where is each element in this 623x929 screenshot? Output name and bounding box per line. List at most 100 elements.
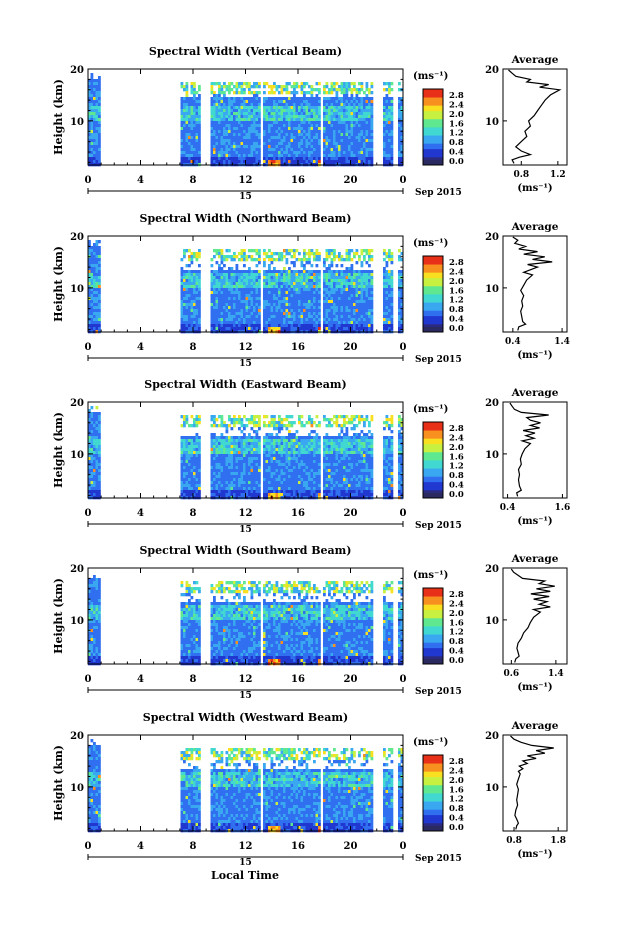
- heatmap-cell: [358, 303, 361, 307]
- heatmap-cell: [283, 109, 286, 113]
- heatmap-cell: [265, 100, 269, 104]
- heatmap-cell: [365, 288, 369, 292]
- heatmap-cell: [370, 130, 374, 134]
- heatmap-cell: [255, 97, 259, 101]
- heatmap-cell: [335, 279, 339, 283]
- heatmap-cell: [225, 276, 229, 280]
- heatmap-cell: [345, 103, 349, 107]
- heatmap-cell: [315, 321, 319, 325]
- heatmap-cell: [198, 445, 201, 449]
- heatmap-cell: [280, 151, 284, 155]
- heatmap-cell: [303, 91, 306, 95]
- heatmap-cell: [95, 436, 99, 440]
- heatmap-cell: [398, 303, 401, 307]
- heatmap-cell: [330, 279, 334, 283]
- heatmap-cell: [190, 300, 194, 304]
- heatmap-cell: [230, 273, 234, 277]
- heatmap-cell: [253, 288, 256, 292]
- heatmap-cell: [383, 315, 386, 319]
- heatmap-cell: [273, 285, 276, 289]
- heatmap-cell: [250, 318, 254, 322]
- heatmap-cell: [183, 106, 186, 110]
- heatmap-cell: [385, 145, 389, 149]
- heatmap-cell: [308, 136, 311, 140]
- heatmap-cell: [360, 160, 364, 164]
- heatmap-cell: [225, 106, 229, 110]
- heatmap-cell: [90, 487, 94, 491]
- heatmap-cell: [225, 463, 229, 467]
- heatmap-cell: [183, 300, 186, 304]
- heatmap-cell: [258, 282, 261, 286]
- heatmap-cell: [270, 85, 274, 89]
- heatmap-cell: [215, 463, 219, 467]
- heatmap-cell: [398, 306, 401, 310]
- heatmap-cell: [295, 279, 299, 283]
- heatmap-cell: [93, 451, 96, 455]
- heatmap-cell: [243, 130, 246, 134]
- heatmap-cell: [310, 103, 314, 107]
- heatmap-cell: [290, 115, 294, 119]
- heatmap-cell: [198, 439, 201, 443]
- heatmap-cell: [188, 157, 191, 161]
- heatmap-cell: [385, 124, 389, 128]
- heatmap-cell: [223, 258, 226, 262]
- heatmap-cell: [333, 133, 336, 137]
- heatmap-cell: [383, 306, 386, 310]
- heatmap-cell: [250, 327, 254, 331]
- heatmap-cell: [248, 276, 251, 280]
- heatmap-cell: [93, 493, 96, 497]
- heatmap-cell: [235, 282, 239, 286]
- heatmap-cell: [293, 85, 296, 89]
- heatmap-cell: [310, 127, 314, 131]
- heatmap-cell: [195, 154, 199, 158]
- heatmap-cell: [303, 133, 306, 137]
- heatmap-cell: [340, 97, 344, 101]
- heatmap-cell: [220, 297, 224, 301]
- heatmap-cell: [273, 327, 276, 331]
- heatmap-cell: [330, 261, 334, 265]
- heatmap-cell: [193, 82, 196, 86]
- heatmap-cell: [345, 88, 349, 92]
- heatmap-cell: [348, 300, 351, 304]
- heatmap-cell: [223, 91, 226, 95]
- heatmap-cell: [90, 415, 94, 419]
- heatmap-cell: [328, 267, 331, 271]
- heatmap-cell: [368, 297, 371, 301]
- heatmap-cell: [220, 451, 224, 455]
- heatmap-cell: [290, 160, 294, 164]
- heatmap-cell: [268, 151, 271, 155]
- heatmap-cell: [278, 130, 281, 134]
- heatmap-cell: [333, 312, 336, 316]
- heatmap-cell: [180, 475, 184, 479]
- heatmap-cell: [283, 270, 286, 274]
- heatmap-cell: [195, 454, 199, 458]
- heatmap-cell: [335, 270, 339, 274]
- heatmap-cell: [305, 270, 309, 274]
- heatmap-cell: [370, 291, 374, 295]
- heatmap-cell: [295, 103, 299, 107]
- heatmap-cell: [383, 112, 386, 116]
- heatmap-cell: [288, 279, 291, 283]
- heatmap-cell: [315, 327, 319, 331]
- heatmap-cell: [210, 433, 214, 437]
- heatmap-cell: [333, 115, 336, 119]
- heatmap-cell: [273, 85, 276, 89]
- heatmap-cell: [270, 276, 274, 280]
- heatmap-cell: [218, 94, 221, 98]
- heatmap-cell: [340, 91, 344, 95]
- heatmap-cell: [183, 154, 186, 158]
- heatmap-cell: [243, 91, 246, 95]
- heatmap-cell: [98, 240, 101, 244]
- heatmap-cell: [333, 321, 336, 325]
- heatmap-cell: [385, 139, 389, 143]
- heatmap-cell: [210, 148, 214, 152]
- heatmap-cell: [248, 154, 251, 158]
- heatmap-cell: [328, 106, 331, 110]
- heatmap-cell: [353, 321, 356, 325]
- heatmap-cell: [278, 121, 281, 125]
- heatmap-cell: [298, 270, 301, 274]
- heatmap-cell: [383, 324, 386, 328]
- heatmap-cell: [333, 100, 336, 104]
- heatmap-cell: [98, 273, 101, 277]
- heatmap-cell: [303, 154, 306, 158]
